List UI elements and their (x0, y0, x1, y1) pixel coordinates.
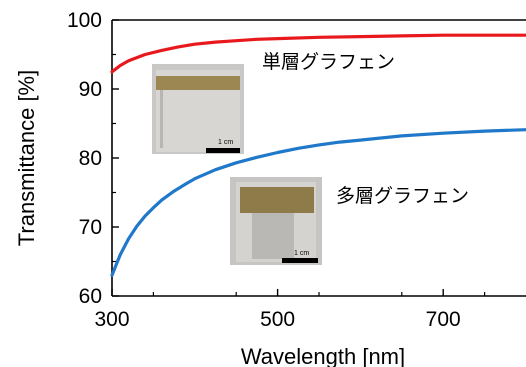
scale-bar (206, 148, 240, 153)
y-tick-label: 70 (79, 216, 102, 239)
series-label-single-layer: 単層グラフェン (262, 51, 395, 73)
y-tick-label: 60 (79, 285, 102, 308)
inset-photo-multi-layer: 1 cm (230, 177, 322, 265)
photo-electrode (156, 76, 240, 90)
scale-bar-text: 1 cm (294, 250, 309, 257)
inset-photo-single-layer: 1 cm (152, 64, 244, 154)
x-tick-label: 700 (426, 308, 461, 331)
y-tick-label: 90 (79, 78, 102, 101)
x-axis-title: Wavelength [nm] (241, 344, 405, 367)
series-group (110, 33, 526, 277)
series-label-multi-layer: 多層グラフェン (336, 185, 469, 207)
y-tick-label: 100 (67, 9, 102, 32)
y-axis-title: Transmittance [%] (14, 70, 39, 246)
y-tick-label: 80 (79, 147, 102, 170)
photo-sample-edge (160, 90, 163, 148)
x-ticks: 300 500 700 (94, 289, 486, 331)
photo-graphene-film (252, 213, 294, 259)
series-line-1 (110, 128, 526, 277)
x-tick-label: 500 (260, 308, 295, 331)
y-ticks: 60 70 80 90 100 (67, 9, 119, 308)
series-line-0 (110, 33, 526, 74)
scale-bar-text: 1 cm (218, 139, 233, 146)
x-tick-label: 300 (94, 308, 129, 331)
scale-bar (282, 258, 318, 263)
photo-electrode (240, 187, 314, 213)
